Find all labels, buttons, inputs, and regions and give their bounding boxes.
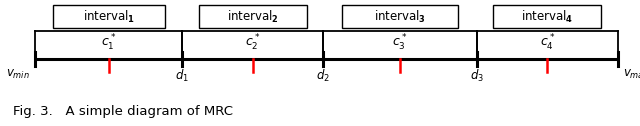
Text: $c_1^*$: $c_1^*$ xyxy=(101,33,116,53)
FancyBboxPatch shape xyxy=(342,5,458,28)
Text: interval$_{\mathbf{4}}$: interval$_{\mathbf{4}}$ xyxy=(521,9,573,25)
Text: $d_1$: $d_1$ xyxy=(175,67,189,84)
Text: $c_2^*$: $c_2^*$ xyxy=(245,33,260,53)
FancyBboxPatch shape xyxy=(199,5,307,28)
Text: $d_2$: $d_2$ xyxy=(316,67,330,84)
Text: interval$_{\mathbf{2}}$: interval$_{\mathbf{2}}$ xyxy=(227,9,279,25)
Text: interval$_{\mathbf{1}}$: interval$_{\mathbf{1}}$ xyxy=(83,9,135,25)
Text: Fig. 3.   A simple diagram of MRC: Fig. 3. A simple diagram of MRC xyxy=(13,105,233,118)
Text: $c_4^*$: $c_4^*$ xyxy=(540,33,555,53)
Text: interval$_{\mathbf{3}}$: interval$_{\mathbf{3}}$ xyxy=(374,9,426,25)
FancyBboxPatch shape xyxy=(52,5,165,28)
Text: $d_3$: $d_3$ xyxy=(470,67,484,84)
Text: $c_3^*$: $c_3^*$ xyxy=(392,33,408,53)
Text: $v_{min}$: $v_{min}$ xyxy=(6,67,30,81)
FancyBboxPatch shape xyxy=(493,5,601,28)
Text: $v_{max}$: $v_{max}$ xyxy=(623,67,640,81)
